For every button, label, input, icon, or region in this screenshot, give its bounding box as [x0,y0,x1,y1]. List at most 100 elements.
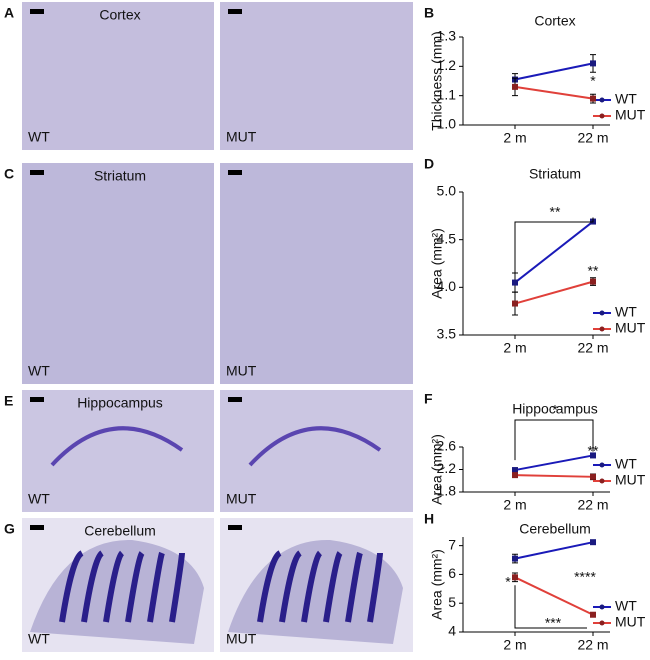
panel-letter: C [4,166,14,182]
y-tick-label: 1.1 [437,86,457,102]
y-axis-label: Area (mm²) [429,434,445,505]
point [590,473,596,480]
legend-marker [599,604,605,610]
micrograph [22,163,214,384]
line [514,62,594,81]
y-tick-label: 1.0 [437,116,457,132]
line [514,280,594,305]
x-tick-label: 2 m [503,637,526,653]
legend-marker [599,113,605,119]
chart-title: Striatum [529,166,581,182]
y-tick-label: 4 [448,623,456,639]
folia [367,552,383,623]
x-tick-label: 2 m [503,130,526,146]
panel-letter: E [4,393,13,409]
bracket [514,585,587,629]
folia [81,550,105,623]
y-tick-label: 4.5 [437,230,457,246]
panel-label: MUT [226,491,257,507]
point [512,279,518,286]
point [590,60,596,67]
y-axis-label: Thickness (mm) [429,31,445,131]
line [514,576,594,616]
panel-letter: F [424,391,433,407]
folia [169,552,185,623]
bracket [514,217,594,273]
legend-label: MUT [615,472,646,488]
line [514,454,594,472]
y-tick-label: 1.8 [437,483,457,499]
x-tick-label: 22 m [577,637,608,653]
folia [301,550,323,623]
panel-label: WT [28,363,50,379]
legend-marker [599,97,605,103]
scale-bar [228,9,242,14]
y-tick-label: 6 [448,565,456,581]
significance: ** [588,443,599,459]
point [590,452,596,459]
chart-title: Cerebellum [519,521,591,537]
significance: * [590,73,596,89]
scale-bar [30,397,44,402]
panel-title: Hippocampus [77,395,163,411]
dentate [248,426,382,467]
panel-letter: D [424,156,434,172]
line [514,220,594,284]
scale-bar [30,170,44,175]
scale-bar [228,525,242,530]
legend-label: WT [615,598,637,614]
scale-bar [228,170,242,175]
panel-label: WT [28,491,50,507]
panel-label: MUT [226,129,257,145]
significance: * [552,402,558,418]
point [512,83,518,90]
x-tick-label: 22 m [577,497,608,513]
line [514,85,594,100]
significance: * [505,574,511,590]
chart-title: Hippocampus [512,401,598,417]
legend-marker [599,462,605,468]
point [590,611,596,618]
dentate [50,426,184,467]
significance: *** [545,615,562,631]
bracket [514,419,594,461]
point [590,539,596,546]
folia [147,551,165,623]
point [512,555,518,562]
y-tick-label: 3.5 [437,326,457,342]
micrograph [22,2,214,150]
legend-label: WT [615,91,637,107]
legend-marker [599,310,605,316]
folia [323,551,343,623]
panel-letter: B [424,5,434,21]
folia [345,551,363,623]
legend-label: WT [615,304,637,320]
folia [279,550,303,623]
legend-label: WT [615,456,637,472]
y-tick-label: 7 [448,536,456,552]
panel-title: Striatum [94,168,146,184]
point [512,574,518,581]
y-tick-label: 2.2 [437,460,457,476]
y-tick-label: 1.3 [437,28,457,44]
chart-title: Cortex [534,13,575,29]
micrograph [220,2,413,150]
scale-bar [228,397,242,402]
y-tick-label: 2.6 [437,438,457,454]
x-tick-label: 2 m [503,497,526,513]
y-tick-label: 5 [448,594,456,610]
significance: ** [588,263,599,279]
point [512,472,518,479]
y-tick-label: 1.2 [437,57,457,73]
x-tick-label: 2 m [503,340,526,356]
y-tick-label: 4.0 [437,278,457,294]
legend-marker [599,478,605,484]
panel-letter: A [4,5,14,21]
y-axis-label: Area (mm²) [429,549,445,620]
panel-label: MUT [226,363,257,379]
x-tick-label: 22 m [577,130,608,146]
legend-label: MUT [615,320,646,336]
panel-label: MUT [226,631,257,647]
legend-marker [599,326,605,332]
